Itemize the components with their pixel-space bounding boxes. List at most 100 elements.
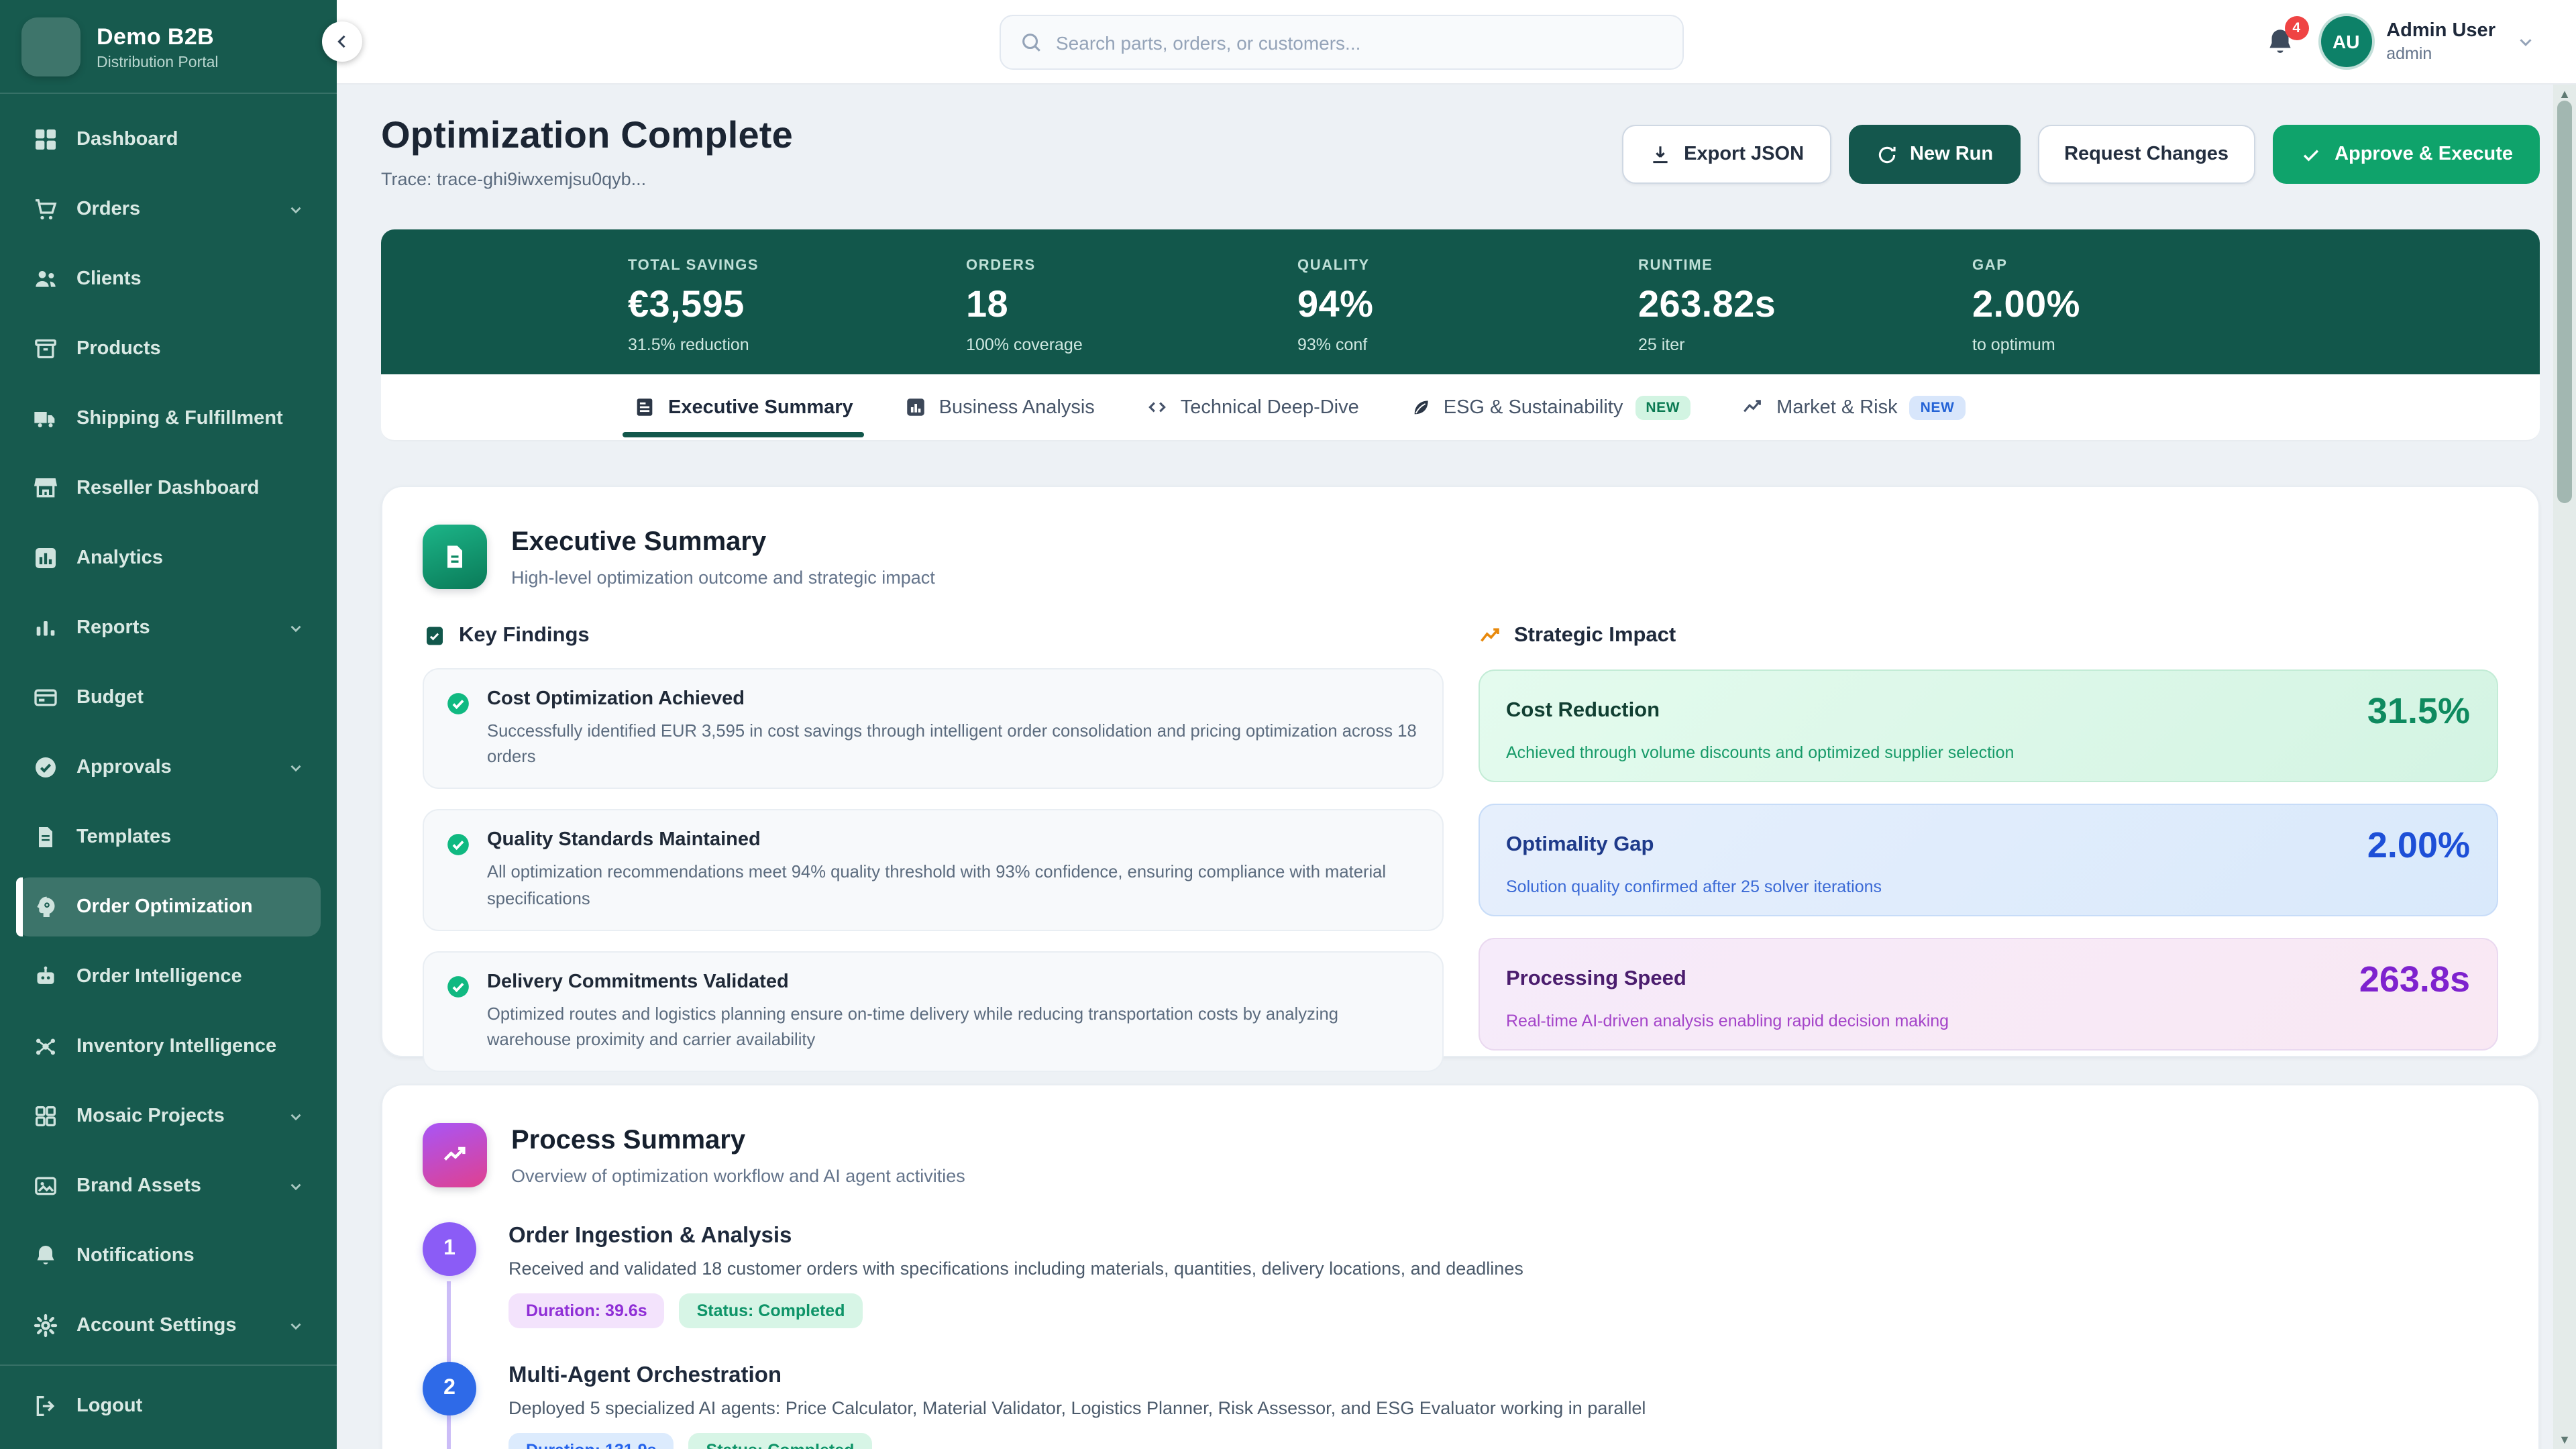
sidebar-item-analytics[interactable]: Analytics: [16, 529, 321, 588]
wallet-icon: [32, 684, 59, 711]
cart-icon: [32, 196, 59, 223]
chevron-down-icon: [287, 1317, 305, 1334]
scroll-down-arrow[interactable]: ▼: [2559, 1433, 2571, 1446]
scroll-up-arrow[interactable]: ▲: [2559, 87, 2571, 101]
sidebar-item-label: Templates: [76, 826, 172, 848]
sidebar-item-label: Order Optimization: [76, 896, 253, 918]
notifications-button[interactable]: 4: [2263, 15, 2309, 58]
stat-value: 2.00%: [1972, 283, 2080, 325]
clipboard-check-icon: [423, 624, 447, 648]
impact-card-optimality-gap: Optimality Gap 2.00% Solution quality co…: [1478, 804, 2498, 916]
brand-logo: [21, 17, 80, 76]
sidebar-item-order-intelligence[interactable]: Order Intelligence: [16, 947, 321, 1006]
new-badge: NEW: [1909, 395, 1966, 419]
finding-item: Cost Optimization Achieved Successfully …: [423, 668, 1443, 790]
sidebar-item-templates[interactable]: Templates: [16, 808, 321, 867]
global-search: [1000, 15, 1684, 70]
scrollbar-thumb[interactable]: [2557, 101, 2572, 503]
sidebar-nav: Dashboard Orders Clients Products Shippi…: [0, 94, 337, 1355]
sidebar-item-mosaic-projects[interactable]: Mosaic Projects: [16, 1087, 321, 1146]
process-summary-card: Process Summary Overview of optimization…: [381, 1084, 2540, 1449]
sidebar-item-dashboard[interactable]: Dashboard: [16, 110, 321, 169]
sidebar-item-label: Account Settings: [76, 1315, 237, 1336]
stat-value: 263.82s: [1638, 283, 1776, 325]
section-subtitle: High-level optimization outcome and stra…: [511, 568, 935, 588]
sidebar-item-logout[interactable]: Logout: [16, 1377, 321, 1436]
box-icon: [32, 335, 59, 362]
sidebar-item-label: Logout: [76, 1395, 143, 1417]
tab-technical-deep-dive[interactable]: Technical Deep-Dive: [1146, 396, 1359, 419]
page-title: Optimization Complete: [381, 114, 793, 156]
check-circle-icon: [445, 833, 471, 911]
step-title: Order Ingestion & Analysis: [508, 1224, 792, 1248]
sidebar-item-account-settings[interactable]: Account Settings: [16, 1296, 321, 1355]
tab-esg-sustainability[interactable]: ESG & Sustainability NEW: [1410, 395, 1691, 419]
sidebar-item-label: Orders: [76, 199, 141, 220]
sidebar-item-products[interactable]: Products: [16, 319, 321, 378]
sidebar-item-label: Dashboard: [76, 129, 178, 150]
sidebar-item-label: Inventory Intelligence: [76, 1036, 277, 1057]
step-title: Multi-Agent Orchestration: [508, 1363, 782, 1387]
check-circle-icon: [445, 691, 471, 769]
sidebar-item-label: Reports: [76, 617, 150, 639]
user-menu[interactable]: AU Admin User admin: [2320, 16, 2536, 67]
impact-card-cost-reduction: Cost Reduction 31.5% Achieved through vo…: [1478, 669, 2498, 782]
impact-title: Processing Speed: [1506, 967, 1686, 990]
stat-sub: 93% conf: [1297, 335, 1368, 354]
tab-market-risk[interactable]: Market & Risk NEW: [1741, 395, 1966, 419]
stat-value: 18: [966, 283, 1009, 325]
logout-icon: [32, 1393, 59, 1419]
bell-icon: [32, 1242, 59, 1269]
network-icon: [32, 1033, 59, 1060]
brand-name: Demo B2B: [97, 23, 215, 49]
report-tabs: Executive Summary Business Analysis Tech…: [381, 374, 2540, 441]
sidebar-item-reports[interactable]: Reports: [16, 598, 321, 657]
trending-up-icon: [1478, 624, 1502, 648]
key-findings-heading: Key Findings: [459, 624, 590, 647]
search-icon: [1020, 31, 1042, 54]
sidebar-item-orders[interactable]: Orders: [16, 180, 321, 239]
sidebar-item-notifications[interactable]: Notifications: [16, 1226, 321, 1285]
sidebar-item-label: Notifications: [76, 1245, 195, 1267]
stats-banner: TOTAL SAVINGS €3,595 31.5% reduction ORD…: [381, 229, 2540, 374]
tab-executive-summary[interactable]: Executive Summary: [623, 396, 864, 437]
approve-execute-button[interactable]: Approve & Execute: [2273, 125, 2540, 184]
topbar: 4 AU Admin User admin: [337, 0, 2576, 85]
impact-title: Cost Reduction: [1506, 699, 1660, 722]
sidebar-item-label: Shipping & Fulfillment: [76, 408, 283, 429]
impact-value: 263.8s: [2359, 959, 2470, 1000]
chevron-down-icon: [2516, 32, 2536, 52]
sidebar-item-inventory-intelligence[interactable]: Inventory Intelligence: [16, 1017, 321, 1076]
sidebar-collapse-button[interactable]: [322, 21, 362, 62]
sidebar-item-brand-assets[interactable]: Brand Assets: [16, 1157, 321, 1216]
new-run-button[interactable]: New Run: [1848, 125, 2021, 184]
sidebar-item-reseller[interactable]: Reseller Dashboard: [16, 459, 321, 518]
request-changes-button[interactable]: Request Changes: [2037, 125, 2256, 184]
impact-value: 31.5%: [2367, 691, 2470, 731]
stat-sub: 31.5% reduction: [628, 335, 749, 354]
section-subtitle: Overview of optimization workflow and AI…: [511, 1166, 965, 1186]
tab-business-analysis[interactable]: Business Analysis: [904, 396, 1095, 419]
trace-id: Trace: trace-ghi9iwxemjsu0qyb...: [381, 169, 647, 189]
finding-title: Delivery Commitments Validated: [487, 971, 789, 993]
code-icon: [1146, 396, 1169, 419]
sidebar-item-shipping[interactable]: Shipping & Fulfillment: [16, 389, 321, 448]
sidebar-item-label: Budget: [76, 687, 144, 708]
finding-desc: Successfully identified EUR 3,595 in cos…: [487, 720, 1417, 767]
chevron-down-icon: [287, 1177, 305, 1195]
sidebar-item-budget[interactable]: Budget: [16, 668, 321, 727]
sidebar-item-clients[interactable]: Clients: [16, 250, 321, 309]
sidebar-item-approvals[interactable]: Approvals: [16, 738, 321, 797]
search-input[interactable]: [1056, 32, 1664, 53]
sidebar-item-order-optimization[interactable]: Order Optimization: [16, 877, 321, 936]
leaf-icon: [1410, 396, 1432, 418]
export-json-button[interactable]: Export JSON: [1622, 125, 1831, 184]
chart-icon: [904, 396, 927, 419]
key-findings-column: Key Findings Cost Optimization Achieved …: [423, 624, 1443, 1073]
refresh-icon: [1875, 143, 1898, 166]
check-circle-icon: [32, 754, 59, 781]
new-badge: NEW: [1635, 395, 1691, 419]
status-badge: Status: Completed: [688, 1433, 872, 1449]
stat-orders: ORDERS 18 100% coverage: [966, 258, 1083, 354]
tab-label: Executive Summary: [668, 396, 853, 418]
